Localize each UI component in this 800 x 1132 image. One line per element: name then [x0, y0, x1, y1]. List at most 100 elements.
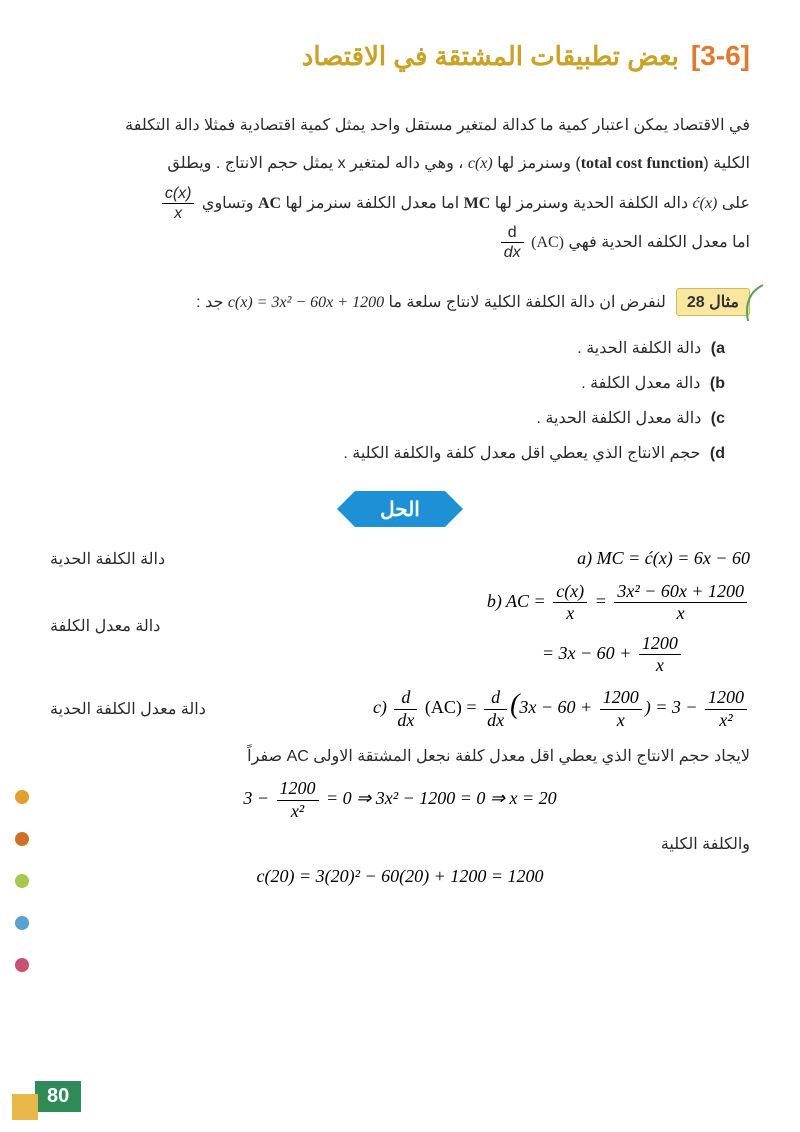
intro-line4a: اما معدل الكلفه الحدية فهي: [564, 234, 750, 251]
frac-c5: 1200x²: [705, 687, 747, 731]
work-c-label: دالة معدل الكلفة الحدية: [50, 699, 206, 719]
item-d-text: حجم الانتاج الذي يعطي اقل معدل كلفة والك…: [343, 445, 700, 462]
example-prompt: لنفرض ان دالة الكلفة الكلية لانتاج سلعة …: [384, 294, 666, 311]
solution-label: الحل: [380, 497, 420, 522]
dot-2: [15, 832, 29, 846]
page-number: 80: [35, 1081, 81, 1112]
section-title: بعض تطبيقات المشتقة في الاقتصاد: [302, 41, 679, 72]
frac-num: c(x): [162, 184, 195, 204]
intro-line2a: الكلية (: [703, 155, 750, 172]
n: d: [394, 687, 417, 710]
n: 1200: [277, 778, 319, 801]
intro-line3a: على: [717, 195, 750, 212]
frac-d-dx: ddx: [501, 223, 524, 262]
frac-c-ddx1: ddx: [394, 687, 417, 731]
n: d: [484, 687, 507, 710]
work-a-label: دالة الكلفة الحدية: [50, 549, 165, 569]
intro-line3c: اما معدل الكلفة سنرمز لها: [281, 195, 464, 212]
d: dx: [484, 710, 507, 732]
item-a-label: (a: [711, 340, 725, 357]
dot-3: [15, 874, 29, 888]
frac-cx-over-x: c(x)x: [162, 184, 195, 223]
work-a: a) MC = ć(x) = 6x − 60 دالة الكلفة الحدي…: [50, 547, 750, 570]
d: dx: [394, 710, 417, 732]
mc-symbol: MC: [464, 195, 491, 212]
frac-b1: c(x)x: [553, 581, 587, 625]
b-pre: b) AC =: [487, 591, 550, 611]
intro-line1: في الاقتصاد يمكن اعتبار كمية ما كدالة لم…: [125, 117, 750, 134]
corner-square: [12, 1094, 38, 1120]
work-d-text: لايجاد حجم الانتاج الذي يعطي اقل معدل كل…: [50, 746, 750, 766]
d-pre: 3 −: [243, 788, 273, 808]
example-formula: c(x) = 3x² − 60x + 1200: [228, 294, 384, 311]
dot-4: [15, 916, 29, 930]
eq: =: [590, 591, 611, 611]
swoosh-icon: [738, 283, 768, 323]
lp: (: [510, 689, 519, 720]
d-post: = 0 ⇒ 3x² − 1200 = 0 ⇒ x = 20: [322, 788, 557, 808]
n: 1200: [639, 633, 681, 656]
item-b-label: (b: [710, 375, 725, 392]
n: 1200: [600, 687, 642, 710]
n: 1200: [705, 687, 747, 710]
work-b-math: b) AC = c(x)x = 3x² − 60x + 1200x = 3x −…: [487, 581, 750, 677]
ac-paren: (AC): [531, 234, 564, 251]
work-b-line2: = 3x − 60 + 1200x: [542, 633, 750, 677]
work-b-label: دالة معدل الكلفة: [50, 616, 160, 636]
section-header: [3-6] بعض تطبيقات المشتقة في الاقتصاد: [50, 40, 750, 72]
work-c-math: c) ddx (AC) = ddx(3x − 60 + 1200x) = 3 −…: [373, 687, 750, 731]
example-row: مثال 28 لنفرض ان دالة الكلفة الكلية لانت…: [50, 288, 750, 316]
c-pre: c): [373, 697, 391, 717]
frac-b3: 1200x: [639, 633, 681, 677]
solution-badge-row: الحل: [50, 491, 750, 527]
question-list: (a دالة الكلفة الحدية . (b دالة معدل الك…: [50, 331, 725, 472]
work-d-math: 3 − 1200x² = 0 ⇒ 3x² − 1200 = 0 ⇒ x = 20: [50, 778, 750, 822]
frac-d6: 1200x²: [277, 778, 319, 822]
d: x: [639, 655, 681, 677]
item-a-text: دالة الكلفة الحدية .: [577, 340, 701, 357]
example-text: لنفرض ان دالة الكلفة الكلية لانتاج سلعة …: [196, 292, 666, 312]
item-c: (c دالة معدل الكلفة الحدية .: [50, 401, 725, 436]
section-number: [3-6]: [691, 40, 750, 72]
example-suffix: جد :: [196, 294, 223, 311]
side-dots: [15, 790, 29, 972]
solution-diamond: الحل: [355, 491, 445, 527]
intro-paragraph: في الاقتصاد يمكن اعتبار كمية ما كدالة لم…: [50, 107, 750, 263]
item-a: (a دالة الكلفة الحدية .: [50, 331, 725, 366]
intro-line3d: وتساوي: [197, 195, 257, 212]
item-c-label: (c: [711, 410, 725, 427]
n: 3x² − 60x + 1200: [614, 581, 747, 604]
frac-den: dx: [501, 243, 524, 262]
intro-line2c: ) وسنرمز لها: [493, 155, 581, 172]
frac-den: x: [162, 204, 195, 223]
total-cost-math: c(20) = 3(20)² − 60(20) + 1200 = 1200: [50, 866, 750, 887]
intro-line2d: ، وهي داله لمتغير x يمثل حجم الانتاج . و…: [167, 155, 467, 172]
dot-1: [15, 790, 29, 804]
item-c-text: دالة معدل الكلفة الحدية .: [537, 410, 702, 427]
rp: ) = 3 −: [645, 697, 702, 717]
work-b-line1: b) AC = c(x)x = 3x² − 60x + 1200x: [487, 581, 750, 625]
work-a-math: a) MC = ć(x) = 6x − 60: [577, 547, 750, 570]
item-b: (b دالة معدل الكلفة .: [50, 366, 725, 401]
n: c(x): [553, 581, 587, 604]
intro-line3b: داله الكلفة الحدية وسنرمز لها: [490, 195, 692, 212]
c-ac: (AC) =: [420, 697, 481, 717]
rp-eq: ) = 3 −: [645, 689, 702, 720]
frac-c-ddx2: ddx: [484, 687, 507, 731]
cx-symbol: c(x): [468, 155, 493, 172]
total-cost-en: total cost function: [581, 155, 704, 172]
dot-5: [15, 958, 29, 972]
item-d-label: (d: [710, 445, 725, 462]
d: x: [553, 603, 587, 625]
d: x: [614, 603, 747, 625]
work-b: b) AC = c(x)x = 3x² − 60x + 1200x = 3x −…: [50, 581, 750, 677]
work-c: c) ddx (AC) = ddx(3x − 60 + 1200x) = 3 −…: [50, 687, 750, 731]
b2-pre: = 3x − 60 +: [542, 643, 636, 663]
ac-symbol: AC: [258, 195, 281, 212]
d: x²: [277, 801, 319, 823]
item-b-text: دالة معدل الكلفة .: [581, 375, 700, 392]
frac-c4: 1200x: [600, 687, 642, 731]
total-cost-label: والكلفة الكلية: [50, 834, 750, 854]
frac-b2: 3x² − 60x + 1200x: [614, 581, 747, 625]
c-inner: 3x − 60 +: [519, 697, 596, 717]
